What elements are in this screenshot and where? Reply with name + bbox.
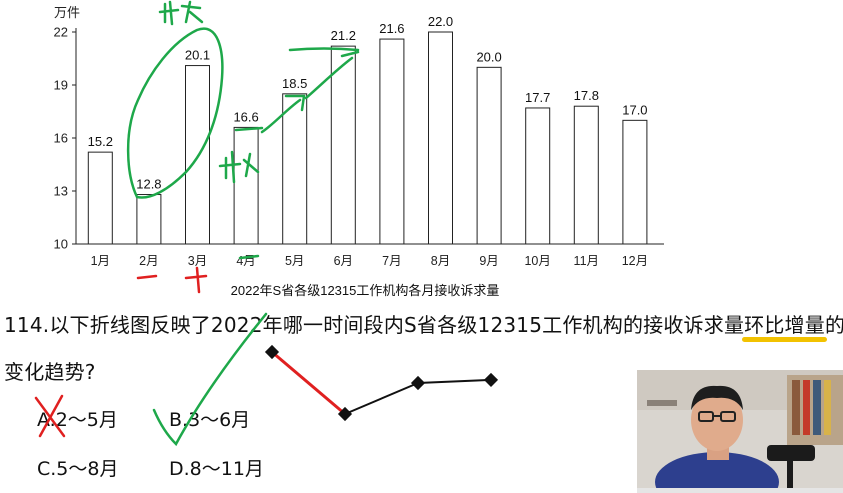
mini-line-point — [264, 344, 280, 360]
bar-series: 15.2 12.8 20.1 16.6 18.5 21.2 21.6 22.0 20.0 17.7… — [87, 14, 648, 245]
x-tick-label: 9月 — [479, 254, 498, 268]
bar-value-label: 20.0 — [476, 49, 501, 64]
x-axis-tick-labels: 1月 2月 3月 4月 5月 6月 7月 8月 9月 10月 11月 12月 — [91, 254, 649, 268]
bar-value-label: 21.2 — [331, 28, 356, 43]
bar-value-label: 18.5 — [282, 76, 307, 91]
x-tick-label: 5月 — [285, 254, 304, 268]
x-tick-label: 8月 — [431, 254, 450, 268]
presenter-image — [637, 370, 843, 493]
bar-value-label: 12.8 — [136, 177, 161, 192]
mini-line-point — [337, 406, 353, 422]
question-line-2: 变化趋势? — [4, 360, 96, 384]
webcam-video — [637, 370, 843, 493]
bar — [282, 93, 308, 245]
x-tick-label: 2月 — [139, 254, 158, 268]
option-d[interactable]: D.8～11月 — [169, 458, 264, 480]
question-highlight: 环比增量 — [744, 313, 825, 337]
question-text-main: 114.以下折线图反映了2022年哪一时间段内S省各级12315工作机构的接收诉… — [4, 313, 745, 337]
option-b[interactable]: B.3～6月 — [169, 409, 251, 431]
bar-value-label: 17.7 — [525, 90, 550, 105]
bar-chart: 万件 10 13 16 19 22 15.2 12.8 20.1 16.6 18.5 21.2 21… — [54, 5, 664, 298]
bar-value-label: 15.2 — [88, 134, 113, 149]
bar-value-label: 22.0 — [428, 14, 453, 29]
x-tick-label: 12月 — [622, 254, 648, 268]
question-line-1: 114.以下折线图反映了2022年哪一时间段内S省各级12315工作机构的接收诉… — [4, 309, 843, 338]
bar — [87, 151, 113, 245]
bar-value-label: 16.6 — [233, 109, 258, 124]
y-tick-label: 10 — [54, 237, 68, 252]
mini-line-point — [483, 372, 499, 387]
x-tick-label: 7月 — [382, 254, 401, 268]
bar-value-label: 17.0 — [622, 102, 647, 117]
mini-line-segment — [344, 382, 419, 415]
bar — [622, 119, 648, 245]
y-axis-unit-label: 万件 — [54, 5, 80, 20]
x-tick-label: 4月 — [236, 254, 255, 268]
bar — [525, 107, 551, 245]
mini-line-point — [410, 375, 426, 391]
bar-value-label: 20.1 — [185, 48, 210, 63]
bar — [379, 38, 405, 245]
bar — [233, 126, 259, 245]
bar — [330, 45, 356, 245]
bar — [136, 194, 162, 245]
y-tick-label: 22 — [54, 25, 68, 40]
bar — [428, 31, 453, 245]
x-tick-label: 3月 — [188, 254, 207, 268]
y-axis-ticks: 10 13 16 19 22 — [54, 25, 76, 252]
x-tick-label: 6月 — [334, 254, 353, 268]
mini-line-segment — [417, 378, 492, 384]
bar-value-label: 17.8 — [574, 88, 599, 103]
x-tick-label: 10月 — [524, 254, 550, 268]
y-tick-label: 16 — [54, 131, 68, 146]
bar — [476, 66, 502, 245]
option-a[interactable]: A.2～5月 — [37, 409, 118, 431]
x-tick-label: 1月 — [91, 254, 110, 268]
bar — [573, 105, 599, 245]
y-tick-label: 19 — [54, 78, 68, 93]
y-tick-label: 13 — [54, 184, 68, 199]
mini-line-segment — [271, 350, 346, 416]
bar — [185, 65, 210, 245]
chart-title: 2022年S省各级12315工作机构各月接收诉求量 — [231, 283, 500, 298]
bar-value-label: 21.6 — [379, 21, 404, 36]
question-text-tail: 的 — [824, 313, 843, 337]
x-tick-label: 11月 — [574, 254, 599, 268]
option-c[interactable]: C.5～8月 — [37, 458, 119, 480]
